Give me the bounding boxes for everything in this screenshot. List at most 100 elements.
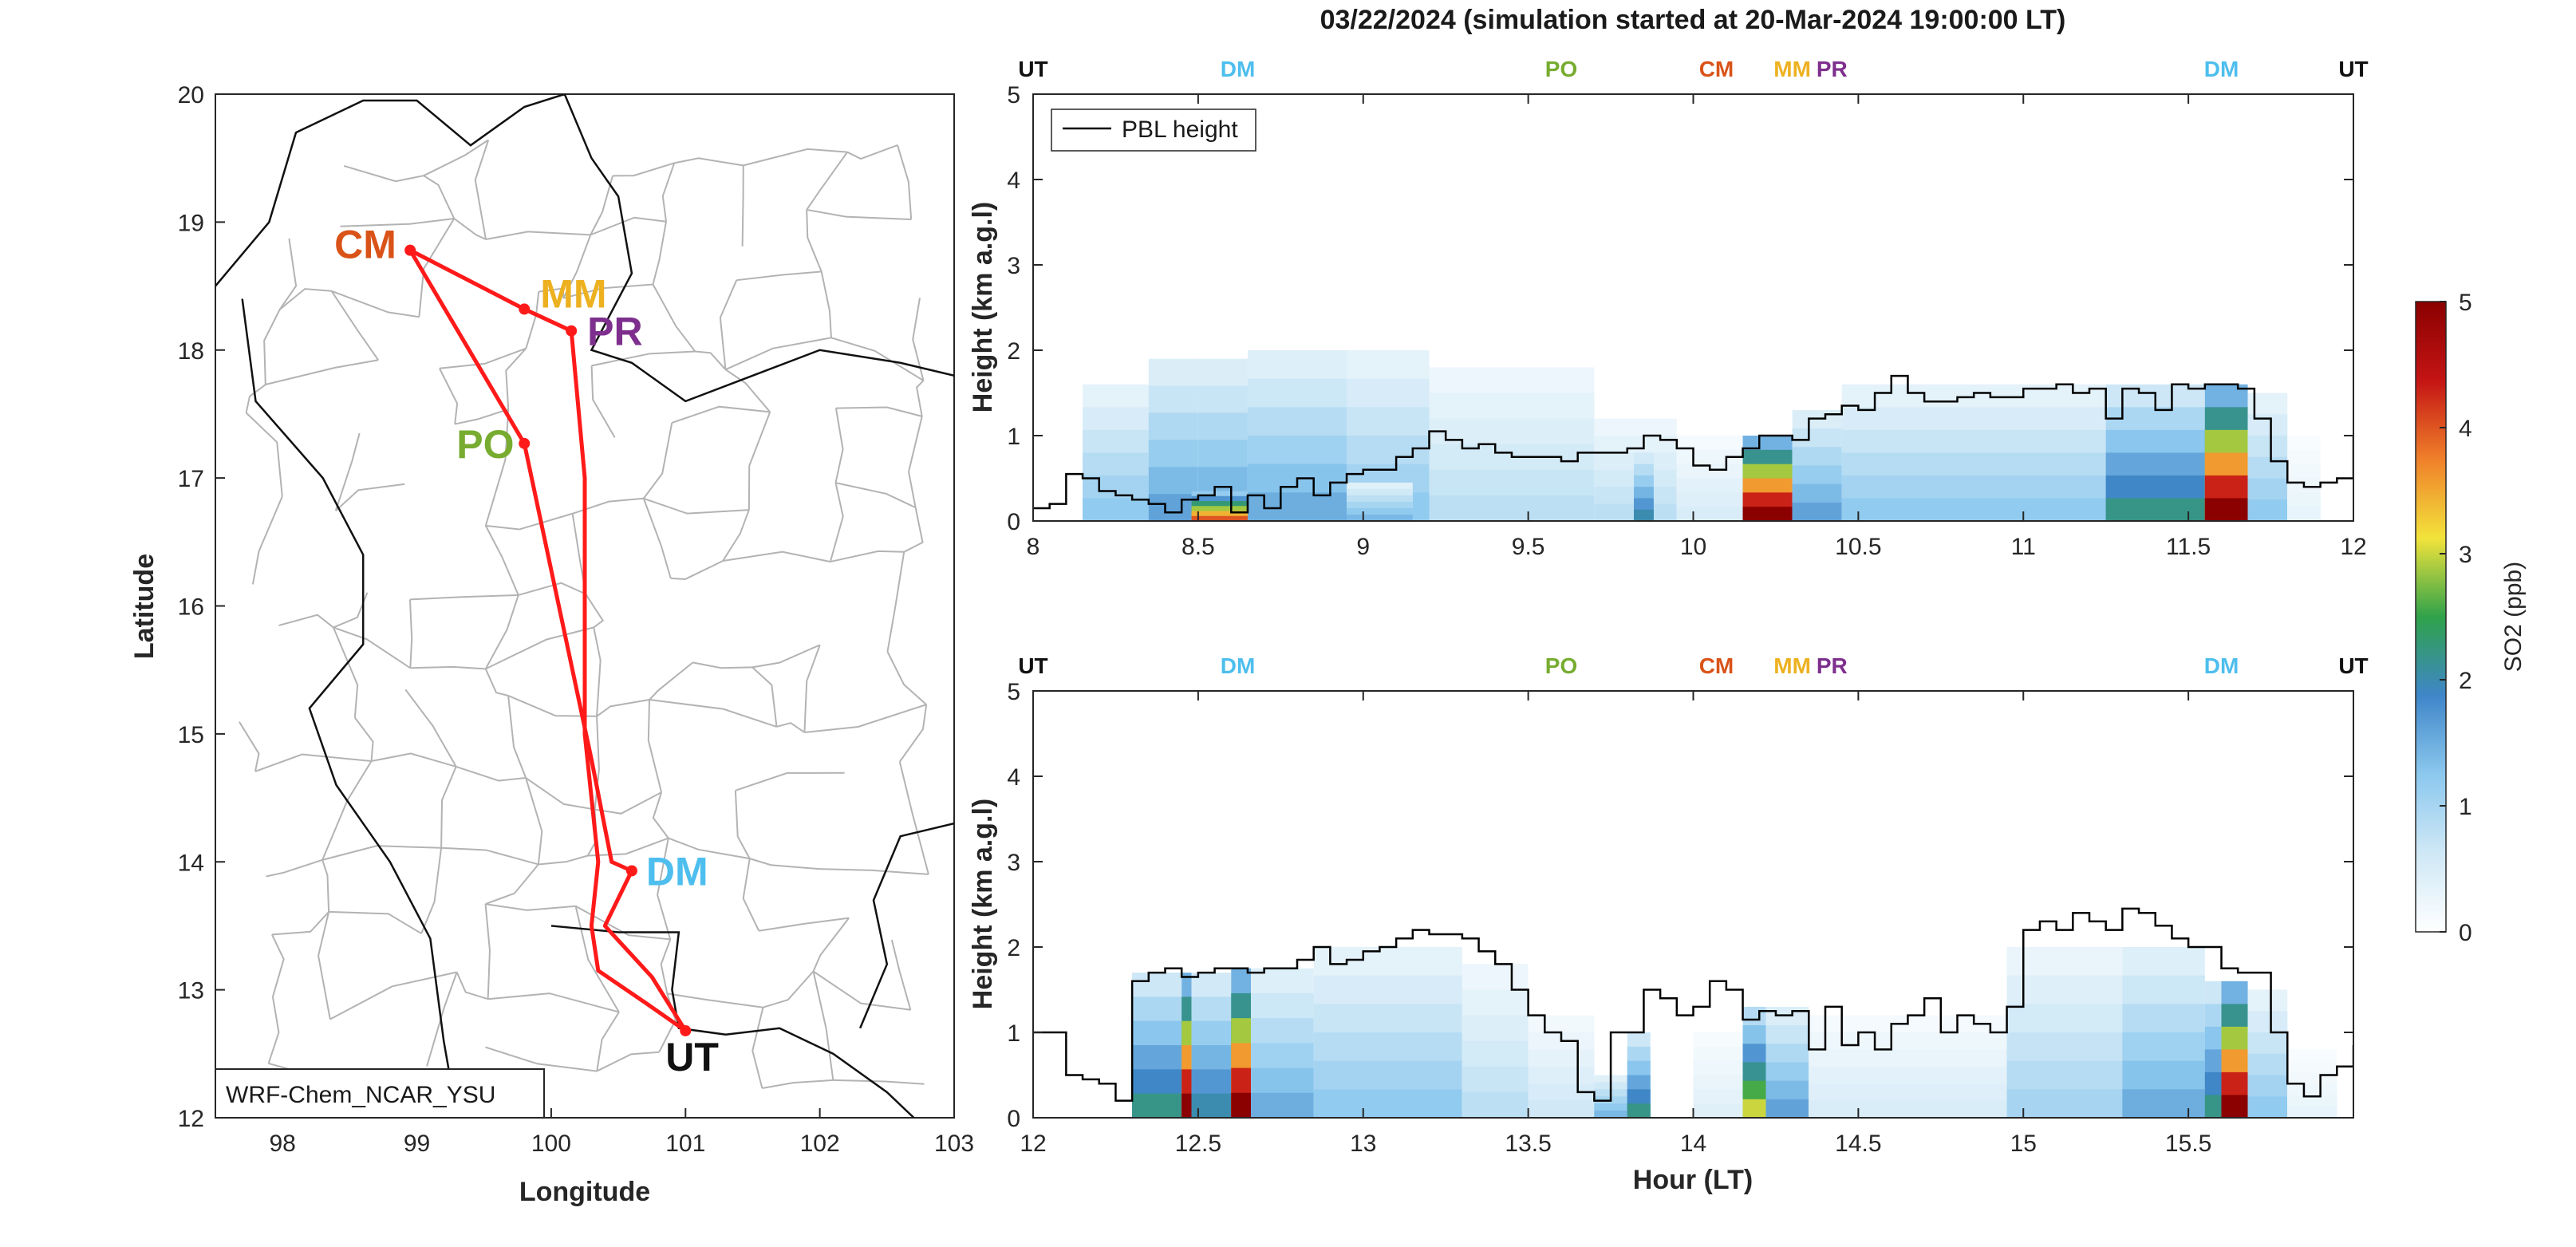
province-border bbox=[819, 868, 929, 875]
so2-cell bbox=[2006, 1089, 2123, 1118]
province-border bbox=[613, 162, 675, 177]
so2-cell bbox=[1132, 1093, 1182, 1118]
site-dot-cm bbox=[404, 244, 416, 256]
province-border bbox=[331, 290, 420, 318]
colorbar-tick-label: 2 bbox=[2459, 668, 2472, 694]
province-border bbox=[642, 422, 673, 499]
colorbar-ticks: 0 1 2 3 4 5 bbox=[2440, 290, 2472, 946]
province-border bbox=[667, 992, 763, 1008]
province-border bbox=[485, 1046, 598, 1072]
map-xtick-label: 98 bbox=[269, 1131, 295, 1157]
province-border bbox=[657, 838, 672, 940]
colorbar-tick-label: 1 bbox=[2459, 794, 2472, 820]
xtick-label: 10.5 bbox=[1835, 534, 1881, 560]
province-border bbox=[806, 152, 848, 211]
province-border bbox=[749, 858, 819, 870]
map-ytick-label: 19 bbox=[178, 210, 204, 236]
province-border bbox=[484, 594, 519, 669]
province-border bbox=[660, 939, 672, 994]
site-marker-mm: MM bbox=[1773, 57, 1811, 81]
province-border bbox=[538, 287, 565, 298]
map-ytick-label: 14 bbox=[178, 850, 204, 876]
so2-cell bbox=[1148, 494, 1198, 521]
province-border bbox=[830, 550, 905, 563]
so2-cell bbox=[2287, 507, 2321, 521]
so2-cell bbox=[1231, 1092, 1252, 1118]
province-border bbox=[456, 765, 527, 782]
ytick-label: 2 bbox=[1007, 338, 1020, 365]
xtick-label: 12 bbox=[1020, 1131, 1046, 1157]
province-border bbox=[574, 906, 620, 1013]
province-border bbox=[751, 1007, 764, 1089]
province-border bbox=[251, 495, 283, 585]
site-label-dm: DM bbox=[646, 849, 708, 894]
ytick-label: 3 bbox=[1007, 253, 1020, 279]
province-border bbox=[835, 482, 917, 509]
site-marker-dm: DM bbox=[2204, 653, 2239, 678]
map-ytick-label: 12 bbox=[178, 1106, 204, 1132]
province-border bbox=[538, 854, 589, 866]
xtick-label: 15.5 bbox=[2165, 1131, 2211, 1157]
province-border bbox=[743, 148, 848, 167]
chart-bottom-site-markers: UT DM PO CM MM PR DM UT bbox=[1018, 653, 2368, 678]
route-line bbox=[408, 248, 688, 1032]
site-marker-ut: UT bbox=[2338, 57, 2368, 81]
map-ytick-label: 15 bbox=[178, 722, 204, 748]
ytick-label: 0 bbox=[1007, 509, 1020, 535]
province-border bbox=[812, 917, 850, 972]
province-border bbox=[441, 846, 539, 866]
so2-cell bbox=[1742, 1099, 1766, 1118]
province-border bbox=[643, 497, 749, 515]
province-border bbox=[652, 283, 696, 353]
so2-cell bbox=[2247, 499, 2288, 521]
coastline bbox=[550, 925, 915, 1118]
province-border bbox=[585, 593, 605, 629]
province-border bbox=[590, 176, 613, 235]
so2-cell bbox=[1083, 498, 1149, 521]
province-border bbox=[897, 144, 913, 220]
ytick-label: 4 bbox=[1007, 168, 1020, 194]
site-marker-ut: UT bbox=[1018, 653, 1047, 678]
province-border bbox=[485, 231, 591, 240]
colorbar: 0 1 2 3 4 5 SO2 (ppb) bbox=[2415, 290, 2527, 946]
map-ytick-label: 17 bbox=[178, 466, 204, 492]
province-border bbox=[354, 716, 374, 762]
province-border bbox=[340, 217, 455, 227]
province-border bbox=[440, 766, 457, 848]
so2-cell bbox=[2287, 1106, 2337, 1118]
country-outline-west bbox=[241, 298, 459, 1118]
colorbar-tick-label: 3 bbox=[2459, 542, 2472, 568]
province-border bbox=[751, 666, 778, 728]
site-dot-dm bbox=[625, 865, 637, 877]
province-border bbox=[723, 550, 830, 563]
colorbar-label: SO2 (ppb) bbox=[2500, 562, 2527, 672]
xtick-label: 11 bbox=[2011, 534, 2036, 560]
so2-cell bbox=[1247, 492, 1347, 521]
site-marker-dm: DM bbox=[1221, 57, 1256, 81]
province-border bbox=[692, 661, 753, 669]
xtick-label: 15 bbox=[2010, 1131, 2037, 1157]
province-border bbox=[652, 221, 667, 285]
province-border bbox=[596, 1012, 620, 1071]
ytick-label: 4 bbox=[1007, 764, 1020, 791]
province-border bbox=[245, 412, 283, 497]
province-border bbox=[759, 917, 850, 932]
model-label-box: WRF-Chem_NCAR_YSU bbox=[215, 1068, 545, 1119]
province-border bbox=[454, 408, 509, 425]
province-border bbox=[806, 209, 823, 272]
province-border bbox=[835, 406, 922, 417]
ytick-label: 3 bbox=[1007, 850, 1020, 876]
xtick-label: 9 bbox=[1356, 534, 1370, 560]
province-border bbox=[487, 992, 620, 1013]
province-border bbox=[485, 512, 573, 531]
province-border bbox=[742, 858, 760, 932]
province-border bbox=[525, 777, 595, 811]
province-border bbox=[266, 858, 323, 878]
site-dot-ut bbox=[680, 1024, 692, 1036]
province-border bbox=[649, 661, 694, 700]
province-border bbox=[485, 626, 594, 670]
so2-cell bbox=[1347, 514, 1413, 521]
province-border bbox=[725, 337, 832, 371]
province-border bbox=[804, 704, 927, 733]
